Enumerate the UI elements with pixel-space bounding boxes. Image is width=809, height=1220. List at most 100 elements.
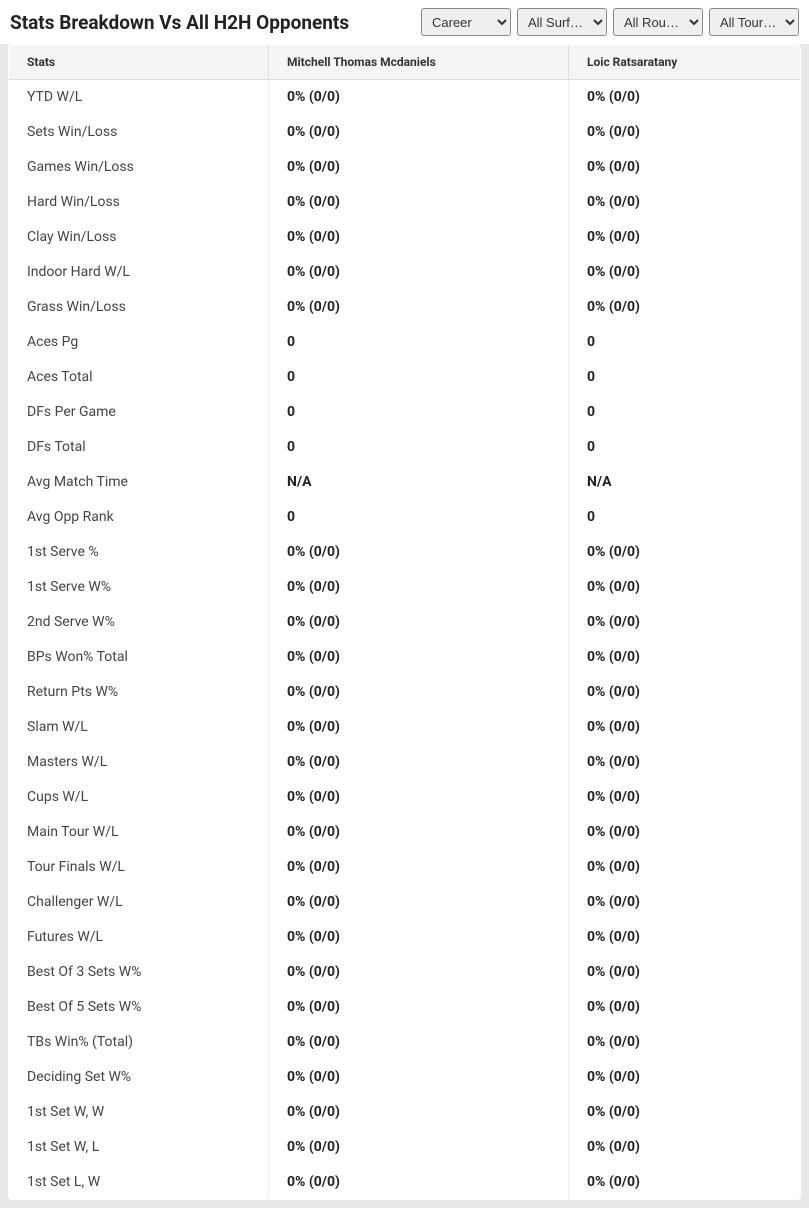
stat-label-cell: 1st Serve %: [9, 535, 269, 570]
stat-player2-cell: 0% (0/0): [569, 1165, 801, 1200]
stat-label-cell: TBs Win% (Total): [9, 1025, 269, 1060]
stat-player1-cell: N/A: [269, 465, 569, 500]
stat-player2-cell: 0% (0/0): [569, 290, 801, 325]
filter-career-select[interactable]: Career: [421, 8, 511, 36]
stat-label-cell: Cups W/L: [9, 780, 269, 815]
table-row: Slam W/L0% (0/0)0% (0/0): [9, 710, 801, 745]
stat-player1-cell: 0% (0/0): [269, 640, 569, 675]
filter-round-select[interactable]: All Rou…: [613, 8, 703, 36]
table-row: Main Tour W/L0% (0/0)0% (0/0): [9, 815, 801, 850]
table-wrapper: Stats Mitchell Thomas Mcdaniels Loic Rat…: [0, 44, 809, 1208]
stat-label-cell: Avg Match Time: [9, 465, 269, 500]
table-row: TBs Win% (Total)0% (0/0)0% (0/0): [9, 1025, 801, 1060]
stat-player2-cell: 0% (0/0): [569, 710, 801, 745]
stat-player2-cell: 0% (0/0): [569, 1025, 801, 1060]
stat-player1-cell: 0: [269, 500, 569, 535]
stat-player1-cell: 0% (0/0): [269, 570, 569, 605]
stat-player1-cell: 0% (0/0): [269, 220, 569, 255]
stat-label-cell: 1st Set W, W: [9, 1095, 269, 1130]
filter-surface-select[interactable]: All Surf…: [517, 8, 607, 36]
stat-label-cell: Best Of 3 Sets W%: [9, 955, 269, 990]
stat-player1-cell: 0% (0/0): [269, 290, 569, 325]
stat-label-cell: Avg Opp Rank: [9, 500, 269, 535]
table-row: 1st Set L, W0% (0/0)0% (0/0): [9, 1165, 801, 1200]
table-row: 1st Serve %0% (0/0)0% (0/0): [9, 535, 801, 570]
stat-player1-cell: 0% (0/0): [269, 535, 569, 570]
stat-label-cell: 1st Set L, W: [9, 1165, 269, 1200]
stat-player1-cell: 0% (0/0): [269, 780, 569, 815]
table-row: YTD W/L0% (0/0)0% (0/0): [9, 80, 801, 115]
stat-player1-cell: 0: [269, 360, 569, 395]
stat-label-cell: Aces Pg: [9, 325, 269, 360]
stat-player1-cell: 0% (0/0): [269, 1095, 569, 1130]
stat-player2-cell: N/A: [569, 465, 801, 500]
stat-label-cell: Main Tour W/L: [9, 815, 269, 850]
stat-player2-cell: 0: [569, 430, 801, 465]
stat-player1-cell: 0% (0/0): [269, 605, 569, 640]
column-header-player1: Mitchell Thomas Mcdaniels: [269, 45, 569, 80]
table-row: 1st Set W, L0% (0/0)0% (0/0): [9, 1130, 801, 1165]
stat-player2-cell: 0% (0/0): [569, 1060, 801, 1095]
stat-player1-cell: 0% (0/0): [269, 1130, 569, 1165]
table-row: 1st Serve W%0% (0/0)0% (0/0): [9, 570, 801, 605]
stat-label-cell: Aces Total: [9, 360, 269, 395]
stat-label-cell: Challenger W/L: [9, 885, 269, 920]
stat-player2-cell: 0% (0/0): [569, 185, 801, 220]
stat-label-cell: Return Pts W%: [9, 675, 269, 710]
stat-player2-cell: 0% (0/0): [569, 885, 801, 920]
stat-player1-cell: 0% (0/0): [269, 255, 569, 290]
table-row: Clay Win/Loss0% (0/0)0% (0/0): [9, 220, 801, 255]
stat-label-cell: YTD W/L: [9, 80, 269, 115]
table-row: 1st Set W, W0% (0/0)0% (0/0): [9, 1095, 801, 1130]
filters-group: Career All Surf… All Rou… All Tour…: [421, 8, 799, 36]
stat-player1-cell: 0% (0/0): [269, 955, 569, 990]
page-title: Stats Breakdown Vs All H2H Opponents: [10, 11, 349, 34]
stat-player1-cell: 0: [269, 430, 569, 465]
stat-player1-cell: 0% (0/0): [269, 920, 569, 955]
stat-label-cell: 1st Set W, L: [9, 1130, 269, 1165]
table-row: DFs Per Game00: [9, 395, 801, 430]
stat-player2-cell: 0% (0/0): [569, 220, 801, 255]
table-row: Cups W/L0% (0/0)0% (0/0): [9, 780, 801, 815]
stat-player2-cell: 0% (0/0): [569, 920, 801, 955]
stat-player1-cell: 0% (0/0): [269, 1060, 569, 1095]
stat-label-cell: DFs Per Game: [9, 395, 269, 430]
stat-player1-cell: 0% (0/0): [269, 115, 569, 150]
stat-player2-cell: 0% (0/0): [569, 535, 801, 570]
filter-tour-select[interactable]: All Tour…: [709, 8, 799, 36]
stats-tbody: YTD W/L0% (0/0)0% (0/0)Sets Win/Loss0% (…: [9, 80, 801, 1200]
stat-player1-cell: 0: [269, 325, 569, 360]
stat-player2-cell: 0% (0/0): [569, 745, 801, 780]
stat-label-cell: 1st Serve W%: [9, 570, 269, 605]
stat-label-cell: Deciding Set W%: [9, 1060, 269, 1095]
table-row: BPs Won% Total0% (0/0)0% (0/0): [9, 640, 801, 675]
stat-player1-cell: 0% (0/0): [269, 815, 569, 850]
table-row: DFs Total00: [9, 430, 801, 465]
stat-player2-cell: 0: [569, 360, 801, 395]
table-row: Masters W/L0% (0/0)0% (0/0): [9, 745, 801, 780]
stat-player1-cell: 0% (0/0): [269, 1025, 569, 1060]
table-row: 2nd Serve W%0% (0/0)0% (0/0): [9, 605, 801, 640]
table-row: Grass Win/Loss0% (0/0)0% (0/0): [9, 290, 801, 325]
stat-player1-cell: 0: [269, 395, 569, 430]
stat-player2-cell: 0% (0/0): [569, 80, 801, 115]
stat-player1-cell: 0% (0/0): [269, 675, 569, 710]
stat-label-cell: Indoor Hard W/L: [9, 255, 269, 290]
stat-player2-cell: 0% (0/0): [569, 850, 801, 885]
table-row: Best Of 5 Sets W%0% (0/0)0% (0/0): [9, 990, 801, 1025]
column-header-stats: Stats: [9, 45, 269, 80]
table-row: Aces Total00: [9, 360, 801, 395]
stat-label-cell: Futures W/L: [9, 920, 269, 955]
stat-player2-cell: 0% (0/0): [569, 955, 801, 990]
table-row: Deciding Set W%0% (0/0)0% (0/0): [9, 1060, 801, 1095]
stat-player2-cell: 0% (0/0): [569, 815, 801, 850]
stat-label-cell: Games Win/Loss: [9, 150, 269, 185]
stat-player2-cell: 0: [569, 500, 801, 535]
stat-player1-cell: 0% (0/0): [269, 80, 569, 115]
stat-player1-cell: 0% (0/0): [269, 710, 569, 745]
column-header-player2: Loic Ratsaratany: [569, 45, 801, 80]
table-row: Hard Win/Loss0% (0/0)0% (0/0): [9, 185, 801, 220]
stat-label-cell: DFs Total: [9, 430, 269, 465]
stat-player2-cell: 0% (0/0): [569, 780, 801, 815]
table-row: Challenger W/L0% (0/0)0% (0/0): [9, 885, 801, 920]
